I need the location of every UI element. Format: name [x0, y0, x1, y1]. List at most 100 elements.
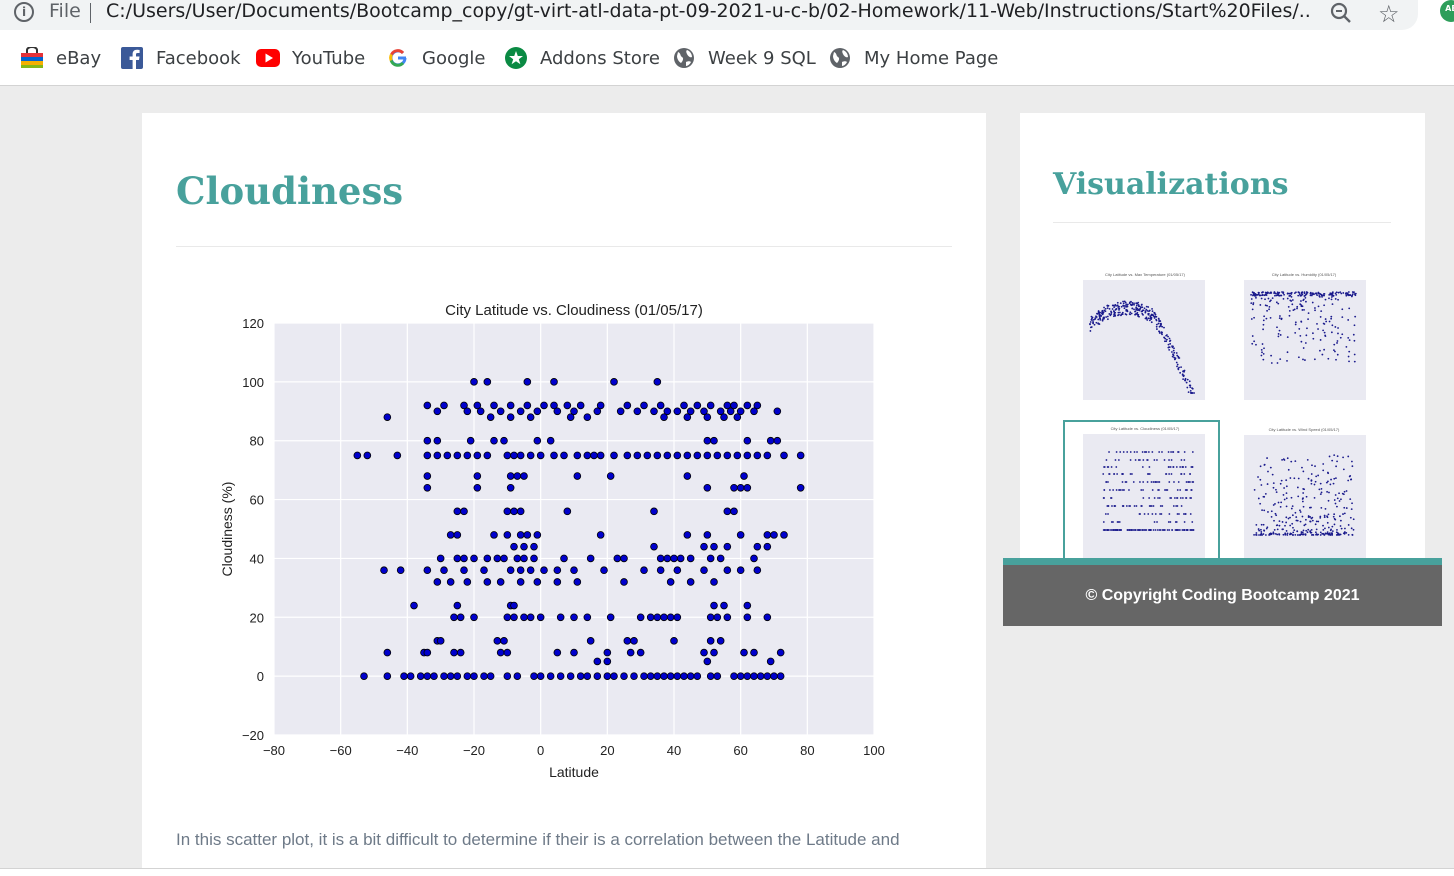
thumbnail-point [1259, 478, 1262, 481]
thumbnail-point [1258, 291, 1260, 294]
info-icon[interactable]: i [14, 2, 34, 22]
thumbnail-point [1167, 343, 1170, 346]
thumbnail-point [1141, 451, 1144, 453]
data-point [716, 554, 725, 563]
thumbnail-point [1311, 301, 1314, 304]
bookmark-ebay[interactable]: eBay [20, 44, 101, 72]
thumbnail-point [1144, 310, 1147, 313]
thumbnail-point [1292, 531, 1295, 534]
thumbnail-point [1106, 307, 1109, 310]
data-point [473, 451, 482, 460]
x-tick-label: −40 [396, 743, 418, 758]
thumbnail-point [1185, 529, 1188, 531]
thumbnail-point [1180, 366, 1182, 369]
bookmark-youtube[interactable]: YouTube [256, 44, 365, 72]
data-point [590, 451, 598, 460]
thumbnail-point [1334, 502, 1337, 505]
thumbnail-point [1309, 516, 1312, 518]
thumbnail-point [1330, 478, 1332, 481]
thumbnail-point [1168, 340, 1171, 343]
thumbnail-point [1332, 515, 1335, 518]
thumbnail-humidity[interactable]: City Latitude vs. Humidity (01/05/17) [1226, 268, 1376, 418]
thumbnail-point [1336, 497, 1339, 500]
thumbnail-point [1130, 312, 1133, 315]
thumbnail-point [1262, 358, 1265, 361]
thumbnail-point [1327, 513, 1330, 516]
thumbnail-point [1293, 308, 1296, 311]
thumbnail-point [1168, 459, 1170, 461]
data-point [563, 401, 572, 410]
thumbnail-point [1338, 492, 1340, 495]
thumbnail-point [1142, 309, 1145, 312]
bookmark-my-home-page[interactable]: My Home Page [828, 44, 998, 72]
thumbnail-point [1300, 294, 1303, 297]
data-point [516, 578, 525, 586]
thumbnail-point [1317, 328, 1319, 330]
thumbnail-max-temperature[interactable]: City Latitude vs. Max Temperature (01/05… [1065, 268, 1215, 418]
thumbnail-point [1263, 495, 1266, 498]
thumbnail-point [1291, 303, 1294, 306]
data-point [673, 566, 682, 575]
data-point [636, 648, 645, 657]
thumbnail-point [1340, 292, 1343, 295]
thumbnail-point [1283, 293, 1285, 296]
thumbnail-point [1187, 481, 1190, 483]
thumbnail-point [1306, 458, 1309, 461]
bookmark-google[interactable]: Google [386, 44, 485, 72]
data-point [736, 672, 745, 680]
thumbnail-point [1286, 534, 1289, 536]
data-point [513, 672, 522, 680]
data-point [650, 407, 658, 416]
thumbnail-point [1129, 451, 1132, 453]
thumbnail-point [1173, 356, 1176, 359]
thumbnail-point [1347, 355, 1350, 358]
url-text[interactable]: C:/Users/User/Documents/Bootcamp_copy/gt… [106, 0, 1311, 22]
thumbnail-point [1272, 531, 1275, 534]
thumbnail-point [1352, 528, 1355, 531]
thumbnail-point [1118, 313, 1120, 316]
data-point [453, 672, 462, 680]
thumbnail-point [1103, 306, 1105, 309]
thumbnail-cloudiness[interactable]: City Latitude vs. Cloudiness (01/05/17) [1063, 420, 1220, 563]
data-point [550, 451, 558, 460]
bookmark-facebook[interactable]: Facebook [120, 44, 241, 72]
bookmark-addons-store[interactable]: Addons Store [504, 44, 660, 72]
zoom-icon[interactable] [1330, 2, 1352, 24]
data-point [686, 578, 695, 586]
thumbnail-point [1161, 325, 1164, 328]
thumbnail-point [1322, 329, 1325, 332]
thumbnail-point [1189, 390, 1192, 392]
thumbnail-point [1137, 459, 1140, 461]
thumbnail-point [1138, 308, 1141, 310]
thumbnail-point [1139, 513, 1142, 515]
extension-icon[interactable]: AE [1440, 0, 1454, 22]
page-title: Cloudiness [176, 169, 404, 213]
thumbnail-point [1300, 320, 1303, 323]
data-point [653, 378, 662, 386]
thumbnail-point [1136, 451, 1138, 453]
bookmark-week-9-sql[interactable]: Week 9 SQL [672, 44, 816, 72]
thumbnail-wind-speed[interactable]: City Latitude vs. Wind Speed (01/05/17) [1226, 423, 1376, 563]
data-point [703, 413, 712, 421]
thumbnail-point [1111, 505, 1113, 507]
thumbnail-point [1169, 466, 1172, 468]
thumbnail-point [1296, 519, 1299, 522]
thumbnail-point [1282, 297, 1285, 300]
data-point [603, 648, 612, 657]
thumbnail-point [1179, 497, 1182, 499]
thumbnail-point [1255, 532, 1258, 534]
star-icon[interactable]: ☆ [1378, 0, 1400, 28]
omnibox[interactable]: i File C:/Users/User/Documents/Bootcamp_… [0, 0, 1418, 30]
data-point [630, 637, 638, 645]
thumbnail-point [1315, 475, 1318, 478]
thumbnail-point [1116, 529, 1119, 531]
thumbnail-point [1285, 492, 1288, 495]
thumbnail-point [1113, 505, 1116, 507]
data-point [740, 648, 748, 657]
thumbnail-point [1286, 292, 1289, 295]
thumbnail-point [1328, 532, 1330, 535]
data-point [596, 531, 605, 539]
thumbnail-point [1320, 293, 1323, 296]
thumbnail-point [1320, 506, 1323, 509]
thumbnail-point [1141, 310, 1144, 313]
